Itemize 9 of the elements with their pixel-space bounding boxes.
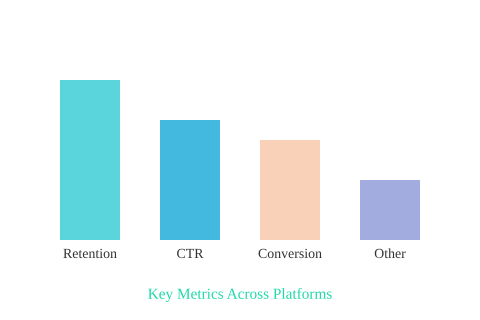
x-tick-label: Retention [63, 248, 117, 258]
text: Key Metrics Across Platforms [148, 288, 332, 302]
bar [160, 120, 220, 240]
x-tick-label: Other [374, 248, 406, 258]
x-tick-label: CTR [177, 248, 204, 258]
bar [360, 180, 420, 240]
bar [60, 80, 120, 240]
x-tick-label: Conversion [258, 248, 322, 258]
bar [260, 140, 320, 240]
